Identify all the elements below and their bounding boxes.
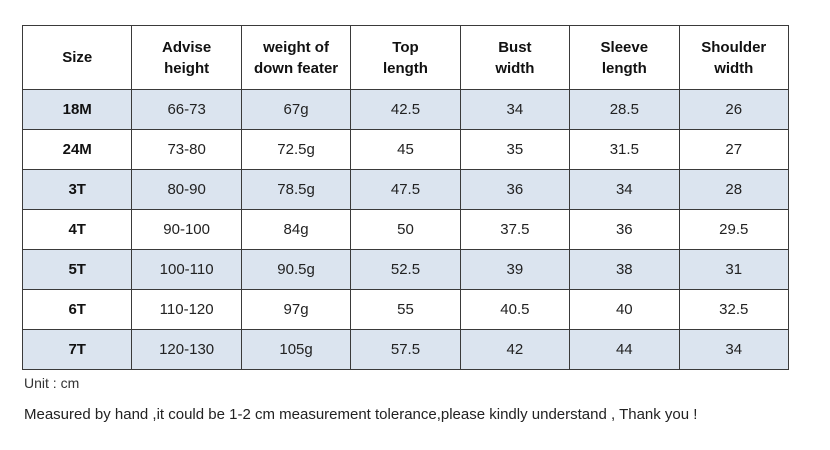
size-cell: 18M	[21, 89, 133, 130]
top-length-cell: 52.5	[350, 249, 461, 290]
top-length-cell: 47.5	[350, 169, 461, 210]
size-cell: 6T	[21, 289, 133, 330]
table-row: 18M 66-73 67g 42.5 34 28.5 26	[21, 89, 790, 130]
shoulder-width-cell: 31	[678, 249, 790, 290]
header-line: Top	[392, 38, 419, 56]
header-line: Advise	[162, 38, 212, 56]
shoulder-width-cell: 28	[678, 169, 790, 210]
table-row: 4T 90-100 84g 50 37.5 36 29.5	[21, 209, 790, 250]
unit-note: Unit : cm	[24, 375, 80, 391]
header-line: Bust	[498, 38, 532, 56]
header-line: width	[495, 59, 535, 77]
advise-height-cell: 90-100	[131, 209, 242, 250]
advise-height-cell: 100-110	[131, 249, 242, 290]
header-line: width	[714, 59, 754, 77]
header-size: Size	[21, 25, 133, 90]
bust-width-cell: 39	[459, 249, 571, 290]
header-line: Sleeve	[600, 38, 649, 56]
weight-cell: 78.5g	[240, 169, 352, 210]
weight-cell: 97g	[240, 289, 352, 330]
table-row: 6T 110-120 97g 55 40.5 40 32.5	[21, 289, 790, 330]
size-cell: 5T	[21, 249, 133, 290]
header-shoulder-width: Shoulder width	[678, 25, 790, 90]
shoulder-width-cell: 32.5	[678, 289, 790, 330]
advise-height-cell: 80-90	[131, 169, 242, 210]
shoulder-width-cell: 34	[678, 329, 790, 370]
sleeve-length-cell: 31.5	[569, 129, 680, 170]
top-length-cell: 55	[350, 289, 461, 330]
size-cell: 3T	[21, 169, 133, 210]
advise-height-cell: 120-130	[131, 329, 242, 370]
header-line: length	[382, 59, 428, 77]
header-advise-height: Advise height	[131, 25, 242, 90]
top-length-cell: 50	[350, 209, 461, 250]
size-chart-table: Size Advise height weight of down feater…	[21, 25, 790, 370]
sleeve-length-cell: 40	[569, 289, 680, 330]
header-line: Size	[62, 49, 93, 66]
table-row: 3T 80-90 78.5g 47.5 36 34 28	[21, 169, 790, 210]
weight-cell: 105g	[240, 329, 352, 370]
header-bust-width: Bust width	[459, 25, 571, 90]
header-line: Shoulder	[701, 38, 767, 56]
bust-width-cell: 42	[459, 329, 571, 370]
weight-cell: 90.5g	[240, 249, 352, 290]
shoulder-width-cell: 29.5	[678, 209, 790, 250]
measurement-disclaimer: Measured by hand ,it could be 1-2 cm mea…	[24, 406, 698, 423]
sleeve-length-cell: 36	[569, 209, 680, 250]
shoulder-width-cell: 26	[678, 89, 790, 130]
top-length-cell: 57.5	[350, 329, 461, 370]
advise-height-cell: 66-73	[131, 89, 242, 130]
advise-height-cell: 110-120	[131, 289, 242, 330]
header-line: weight of	[263, 38, 329, 56]
table-row: 5T 100-110 90.5g 52.5 39 38 31	[21, 249, 790, 290]
sleeve-length-cell: 28.5	[569, 89, 680, 130]
top-length-cell: 42.5	[350, 89, 461, 130]
table-header-row: Size Advise height weight of down feater…	[21, 25, 790, 90]
header-weight-of-down: weight of down feater	[240, 25, 352, 90]
top-length-cell: 45	[350, 129, 461, 170]
header-top-length: Top length	[350, 25, 461, 90]
bust-width-cell: 37.5	[459, 209, 571, 250]
size-cell: 24M	[21, 129, 133, 170]
size-cell: 4T	[21, 209, 133, 250]
table-row: 24M 73-80 72.5g 45 35 31.5 27	[21, 129, 790, 170]
sleeve-length-cell: 34	[569, 169, 680, 210]
header-line: height	[164, 59, 210, 77]
weight-cell: 67g	[240, 89, 352, 130]
bust-width-cell: 35	[459, 129, 571, 170]
header-line: down feater	[253, 59, 339, 77]
size-cell: 7T	[21, 329, 133, 370]
weight-cell: 72.5g	[240, 129, 352, 170]
advise-height-cell: 73-80	[131, 129, 242, 170]
sleeve-length-cell: 44	[569, 329, 680, 370]
header-sleeve-length: Sleeve length	[569, 25, 680, 90]
sleeve-length-cell: 38	[569, 249, 680, 290]
bust-width-cell: 36	[459, 169, 571, 210]
bust-width-cell: 34	[459, 89, 571, 130]
header-line: length	[601, 59, 647, 77]
weight-cell: 84g	[240, 209, 352, 250]
table-row: 7T 120-130 105g 57.5 42 44 34	[21, 329, 790, 370]
bust-width-cell: 40.5	[459, 289, 571, 330]
shoulder-width-cell: 27	[678, 129, 790, 170]
